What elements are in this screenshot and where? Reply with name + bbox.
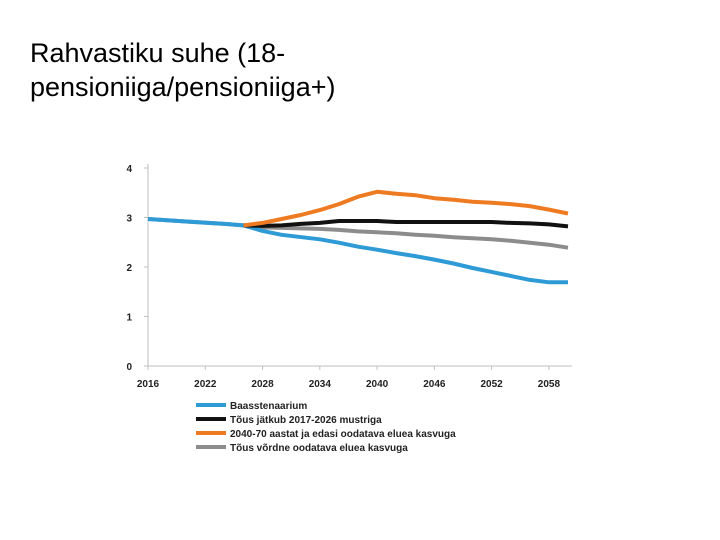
legend-label: 2040-70 aastat ja edasi oodatava eluea k… <box>230 429 456 440</box>
slide-title-line-1: Rahvastiku suhe (18- <box>30 38 286 68</box>
x-tick-label: 2016 <box>137 379 160 390</box>
legend-label: Tõus võrdne oodatava eluea kasvuga <box>230 443 408 454</box>
slide-title-line-2: pensioniiga/pensioniiga+) <box>30 72 336 102</box>
x-tick-label: 2022 <box>194 379 217 390</box>
x-tick-label: 2052 <box>481 379 504 390</box>
legend: Baasstenaarium Tõus jätkub 2017-2026 must… <box>196 401 456 454</box>
y-tick-label: 1 <box>126 313 132 324</box>
legend-label: Baasstenaarium <box>230 401 307 412</box>
y-tick-label: 2 <box>126 263 132 274</box>
y-tick-label: 4 <box>126 164 132 175</box>
x-tick-label: 2040 <box>366 379 389 390</box>
series-line-2 <box>243 219 569 229</box>
slide-title: Rahvastiku suhe (18- pensioniiga/pension… <box>30 36 690 104</box>
x-tick-label: 2058 <box>538 379 561 390</box>
x-tick-label: 2034 <box>309 379 332 390</box>
legend-label: Tõus jätkub 2017-2026 mustriga <box>230 415 382 426</box>
y-tick-label: 0 <box>126 362 132 373</box>
x-tick-label: 2046 <box>423 379 446 390</box>
series-line-1 <box>147 217 568 285</box>
x-tick-label: 2028 <box>251 379 274 390</box>
y-tick-labels: 0 1 2 3 4 <box>126 164 148 373</box>
series-lines <box>147 189 569 285</box>
y-tick-label: 3 <box>126 214 132 225</box>
x-tick-labels: 2016 2022 2028 2034 2040 2046 2052 2058 <box>137 366 561 390</box>
series-line-3 <box>243 189 569 228</box>
chart-axes <box>147 164 572 367</box>
